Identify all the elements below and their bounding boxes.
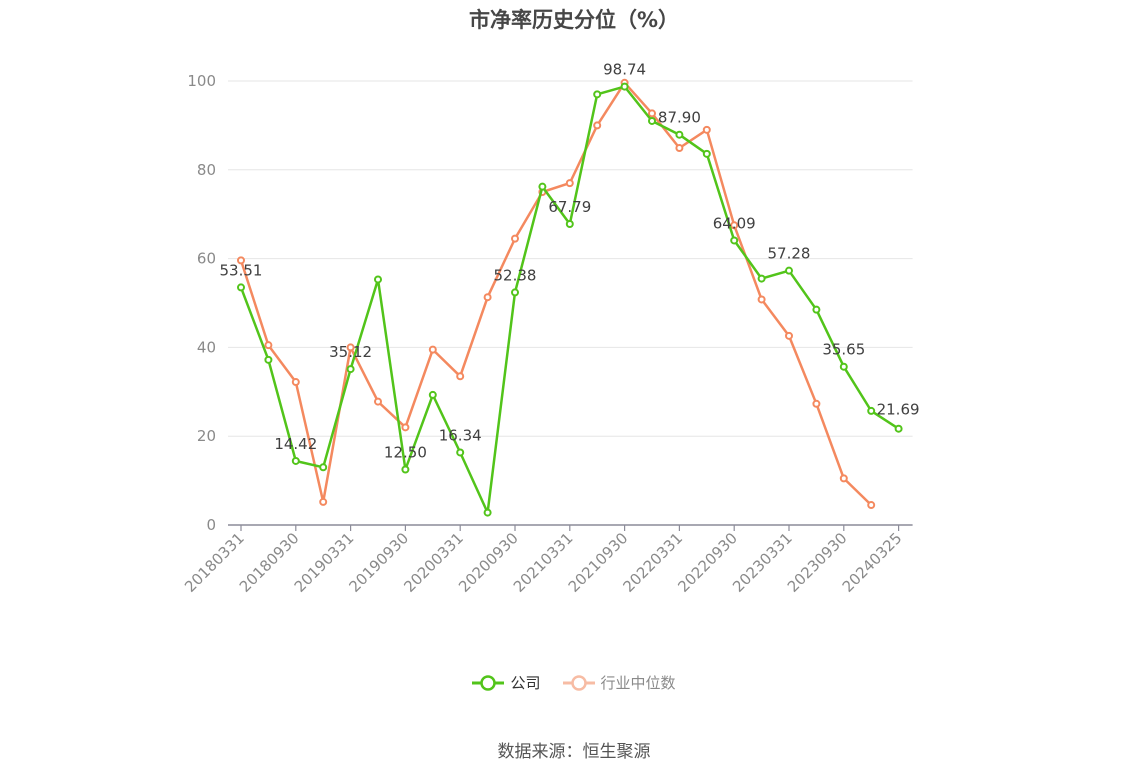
grid-lines	[228, 80, 913, 437]
data-label: 52.38	[494, 266, 537, 284]
data-label: 98.74	[603, 61, 646, 79]
data-point-industry	[593, 121, 602, 130]
legend: 公司 行业中位数	[0, 672, 1148, 693]
data-point-industry	[675, 144, 684, 153]
data-label: 16.34	[439, 426, 482, 444]
legend-industry-marker-icon	[562, 674, 595, 691]
data-point-company	[894, 424, 903, 433]
data-point-company	[785, 266, 793, 275]
data-point-company	[675, 130, 684, 139]
data-point-company	[264, 355, 273, 364]
series-layer	[237, 78, 903, 517]
data-point-industry	[483, 293, 492, 302]
x-tick-label: 20240325	[839, 529, 906, 596]
data-point-industry	[565, 179, 574, 188]
data-point-industry	[319, 497, 328, 506]
data-point-industry	[785, 331, 793, 340]
data-point-company	[593, 90, 602, 99]
y-tick-label: 80	[197, 161, 216, 179]
legend-item-industry[interactable]: 行业中位数	[562, 672, 676, 693]
data-point-company	[428, 390, 437, 399]
legend-item-company[interactable]: 公司	[472, 672, 541, 693]
data-point-industry	[511, 234, 519, 243]
data-point-industry	[374, 397, 382, 406]
data-label: 53.51	[220, 261, 263, 279]
data-point-industry	[428, 345, 437, 354]
data-point-industry	[456, 372, 465, 381]
data-label: 35.65	[822, 341, 865, 359]
series-line-industry	[239, 81, 873, 506]
legend-company-label: 公司	[510, 674, 541, 692]
data-point-company	[565, 220, 574, 229]
data-point-company	[456, 448, 465, 457]
data-labels: 53.51 14.42 35.12 12.50 16.34 52.38 67.79 98.74…	[220, 61, 920, 462]
data-label: 67.79	[548, 198, 591, 216]
y-tick-label: 100	[187, 72, 216, 90]
axes: 0204060801002018033120180930201903312019…	[181, 72, 913, 596]
data-point-industry	[839, 474, 848, 483]
data-point-industry	[648, 109, 656, 118]
data-point-company	[374, 275, 382, 284]
data-label: 64.09	[713, 214, 756, 232]
data-point-company	[648, 116, 656, 125]
legend-industry-label: 行业中位数	[600, 674, 676, 692]
data-point-industry	[264, 341, 273, 350]
y-tick-label: 40	[197, 338, 216, 356]
data-point-company	[319, 463, 328, 472]
data-point-industry	[867, 501, 876, 510]
data-point-industry	[291, 378, 300, 387]
data-point-company	[812, 305, 821, 314]
data-point-company	[757, 274, 766, 283]
y-tick-label: 60	[197, 250, 216, 268]
data-point-company	[511, 288, 519, 297]
chart-title: 市净率历史分位（%）	[468, 8, 680, 32]
series-line-company	[239, 85, 900, 514]
y-tick-label: 20	[197, 427, 216, 445]
data-point-company	[483, 508, 492, 517]
data-point-company	[346, 365, 355, 374]
data-point-company	[839, 362, 848, 371]
data-point-company	[237, 283, 245, 292]
data-point-industry	[346, 343, 355, 352]
data-point-industry	[401, 423, 410, 432]
data-label: 57.28	[768, 245, 811, 263]
data-point-industry	[812, 399, 821, 408]
data-point-company	[867, 406, 876, 415]
data-point-industry	[702, 125, 711, 134]
data-point-company	[730, 236, 739, 245]
data-point-company	[291, 456, 300, 465]
data-point-industry	[730, 221, 739, 230]
data-point-industry	[237, 256, 245, 265]
source-note: 数据来源：恒生聚源	[497, 742, 651, 762]
data-point-company	[620, 82, 629, 91]
data-point-industry	[757, 295, 766, 304]
y-tick-label: 0	[206, 516, 216, 534]
data-point-company	[538, 182, 547, 191]
legend-company-marker-icon	[472, 674, 505, 691]
data-label: 21.69	[877, 401, 920, 419]
data-point-company	[702, 149, 711, 158]
data-label: 35.12	[329, 343, 372, 361]
data-label: 12.50	[384, 444, 427, 462]
data-label: 87.90	[658, 109, 701, 127]
data-point-company	[401, 465, 410, 474]
data-label: 14.42	[274, 435, 317, 453]
chart-plot: 0204060801002018033120180930201903312019…	[181, 61, 920, 596]
